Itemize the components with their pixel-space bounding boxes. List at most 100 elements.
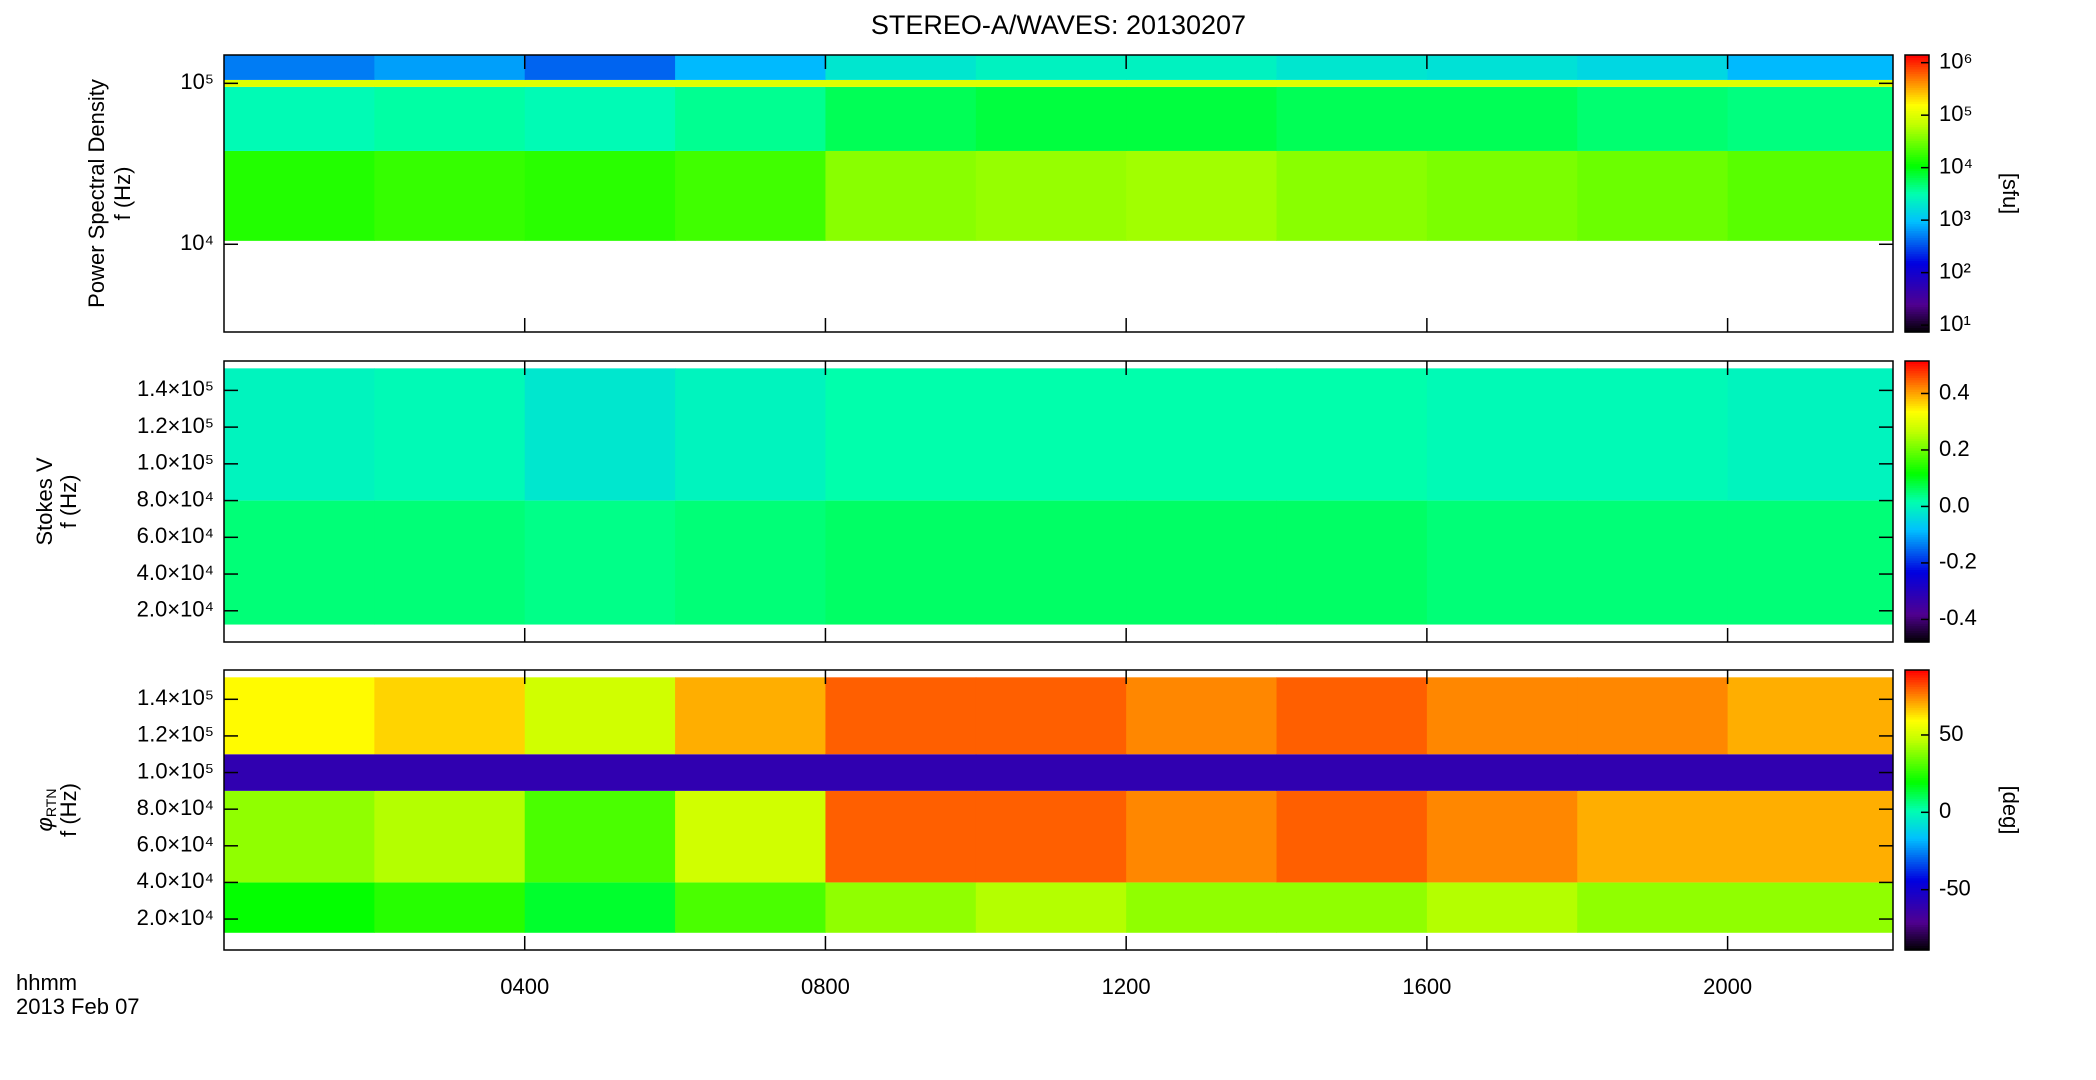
colorbar-swatch xyxy=(1905,179,1929,183)
heatmap-cell xyxy=(374,882,526,933)
colorbar-swatch xyxy=(1905,265,1929,268)
colorbar-swatch xyxy=(1905,292,1929,296)
heatmap-cell xyxy=(1727,790,1894,883)
y-axis-label: f (Hz) xyxy=(56,783,81,837)
heatmap-cell xyxy=(374,79,526,87)
y-tick-label: 1.2×10⁵ xyxy=(137,722,214,747)
colorbar-swatch xyxy=(1905,311,1929,315)
heatmap-cell xyxy=(1727,150,1894,241)
y-tick-label: 10⁵ xyxy=(180,69,214,94)
colorbar-swatch xyxy=(1905,747,1929,750)
heatmap-cell xyxy=(524,368,676,501)
colorbar-tick-label: 10⁵ xyxy=(1939,101,1973,126)
colorbar-swatch xyxy=(1905,325,1929,328)
heatmap-cell xyxy=(825,79,977,87)
colorbar-swatch xyxy=(1905,248,1929,252)
colorbar-swatch xyxy=(1905,936,1929,939)
heatmap-cell xyxy=(1727,754,1894,791)
colorbar-swatch xyxy=(1905,634,1929,638)
colorbar-swatch xyxy=(1905,901,1929,904)
colorbar-swatch xyxy=(1905,793,1929,797)
colorbar-swatch xyxy=(1905,253,1929,257)
colorbar-swatch xyxy=(1905,501,1929,505)
colorbar-swatch xyxy=(1905,482,1929,486)
colorbar-swatch xyxy=(1905,168,1929,172)
colorbar-swatch xyxy=(1905,149,1929,153)
heatmap-cell xyxy=(374,790,526,883)
colorbar-swatch xyxy=(1905,377,1929,381)
heatmap-cell xyxy=(1727,79,1894,87)
colorbar-swatch xyxy=(1905,592,1929,596)
heatmap-cell xyxy=(675,150,826,241)
colorbar-swatch xyxy=(1905,602,1929,606)
colorbar-swatch xyxy=(1905,435,1929,439)
colorbar-swatch xyxy=(1905,550,1929,554)
colorbar-swatch xyxy=(1905,318,1929,322)
colorbar-swatch xyxy=(1905,260,1929,264)
heatmap-cell xyxy=(1276,790,1428,883)
colorbar-swatch xyxy=(1905,737,1929,741)
y-tick-label: 8.0×10⁴ xyxy=(137,486,214,511)
colorbar-swatch xyxy=(1905,728,1929,732)
colorbar-swatch xyxy=(1905,202,1929,206)
x-tick-label: 1600 xyxy=(1402,974,1451,999)
heatmap-cell xyxy=(1276,368,1428,501)
colorbar-swatch xyxy=(1905,840,1929,844)
colorbar-swatch xyxy=(1905,758,1929,762)
colorbar-swatch xyxy=(1905,819,1929,823)
colorbar-swatch xyxy=(1905,943,1929,946)
colorbar-swatch xyxy=(1905,515,1929,519)
colorbar-swatch xyxy=(1905,686,1929,690)
colorbar-swatch xyxy=(1905,269,1929,273)
colorbar-swatch xyxy=(1905,172,1929,176)
heatmap-cell xyxy=(1426,500,1578,625)
colorbar-swatch xyxy=(1905,186,1929,190)
heatmap-cell xyxy=(1126,790,1278,883)
heatmap-cell xyxy=(1727,55,1894,80)
colorbar-swatch xyxy=(1905,702,1929,706)
colorbar-tick-label: 10⁶ xyxy=(1939,48,1973,73)
y-axis-label-subscript: RTN xyxy=(43,789,59,818)
colorbar-swatch xyxy=(1905,281,1929,285)
heatmap-cell xyxy=(374,150,526,241)
heatmap-cell xyxy=(975,790,1127,883)
heatmap-cell xyxy=(1126,754,1278,791)
colorbar-swatch xyxy=(1905,85,1929,88)
colorbar-swatch xyxy=(1905,221,1929,225)
plot-frame xyxy=(223,669,1894,951)
colorbar-tick-label: -50 xyxy=(1939,875,1971,900)
colorbar-swatch xyxy=(1905,945,1929,949)
colorbar-tick-label: 0 xyxy=(1939,798,1951,823)
colorbar-swatch xyxy=(1905,765,1929,769)
colorbar-swatch xyxy=(1905,866,1929,869)
colorbar-swatch xyxy=(1905,145,1929,148)
colorbar-swatch xyxy=(1905,531,1929,535)
heatmap-cell xyxy=(1577,790,1729,883)
colorbar-swatch xyxy=(1905,903,1929,907)
heatmap-cell xyxy=(1727,368,1894,501)
colorbar-swatch xyxy=(1905,412,1929,416)
colorbar-swatch xyxy=(1905,315,1929,319)
colorbar-swatch xyxy=(1905,735,1929,739)
colorbar-swatch xyxy=(1905,670,1929,673)
y-axis-label: f (Hz) xyxy=(56,475,81,529)
colorbar-swatch xyxy=(1905,480,1929,484)
plot-frame xyxy=(223,54,1894,333)
colorbar-swatch xyxy=(1905,299,1929,303)
colorbar-swatch xyxy=(1905,308,1929,312)
colorbar-swatch xyxy=(1905,553,1929,556)
colorbar-swatch xyxy=(1905,295,1929,298)
colorbar-swatch xyxy=(1905,751,1929,755)
colorbar-swatch xyxy=(1905,698,1929,701)
colorbar-swatch xyxy=(1905,910,1929,914)
colorbar-swatch xyxy=(1905,585,1929,589)
colorbar-swatch xyxy=(1905,207,1929,211)
colorbar-swatch xyxy=(1905,80,1929,84)
colorbar-swatch xyxy=(1905,363,1929,367)
colorbar-swatch xyxy=(1905,209,1929,213)
heatmap-cell xyxy=(825,86,977,151)
y-tick-label: 1.0×10⁵ xyxy=(137,450,214,475)
heatmap-cell xyxy=(1577,500,1729,625)
colorbar-swatch xyxy=(1905,119,1929,123)
colorbar-swatch xyxy=(1905,398,1929,402)
